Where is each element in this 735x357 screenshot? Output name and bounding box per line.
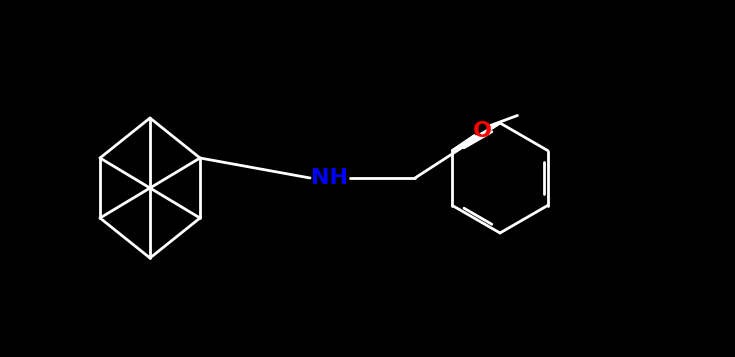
Text: NH: NH [312, 168, 348, 188]
Text: O: O [473, 121, 492, 141]
